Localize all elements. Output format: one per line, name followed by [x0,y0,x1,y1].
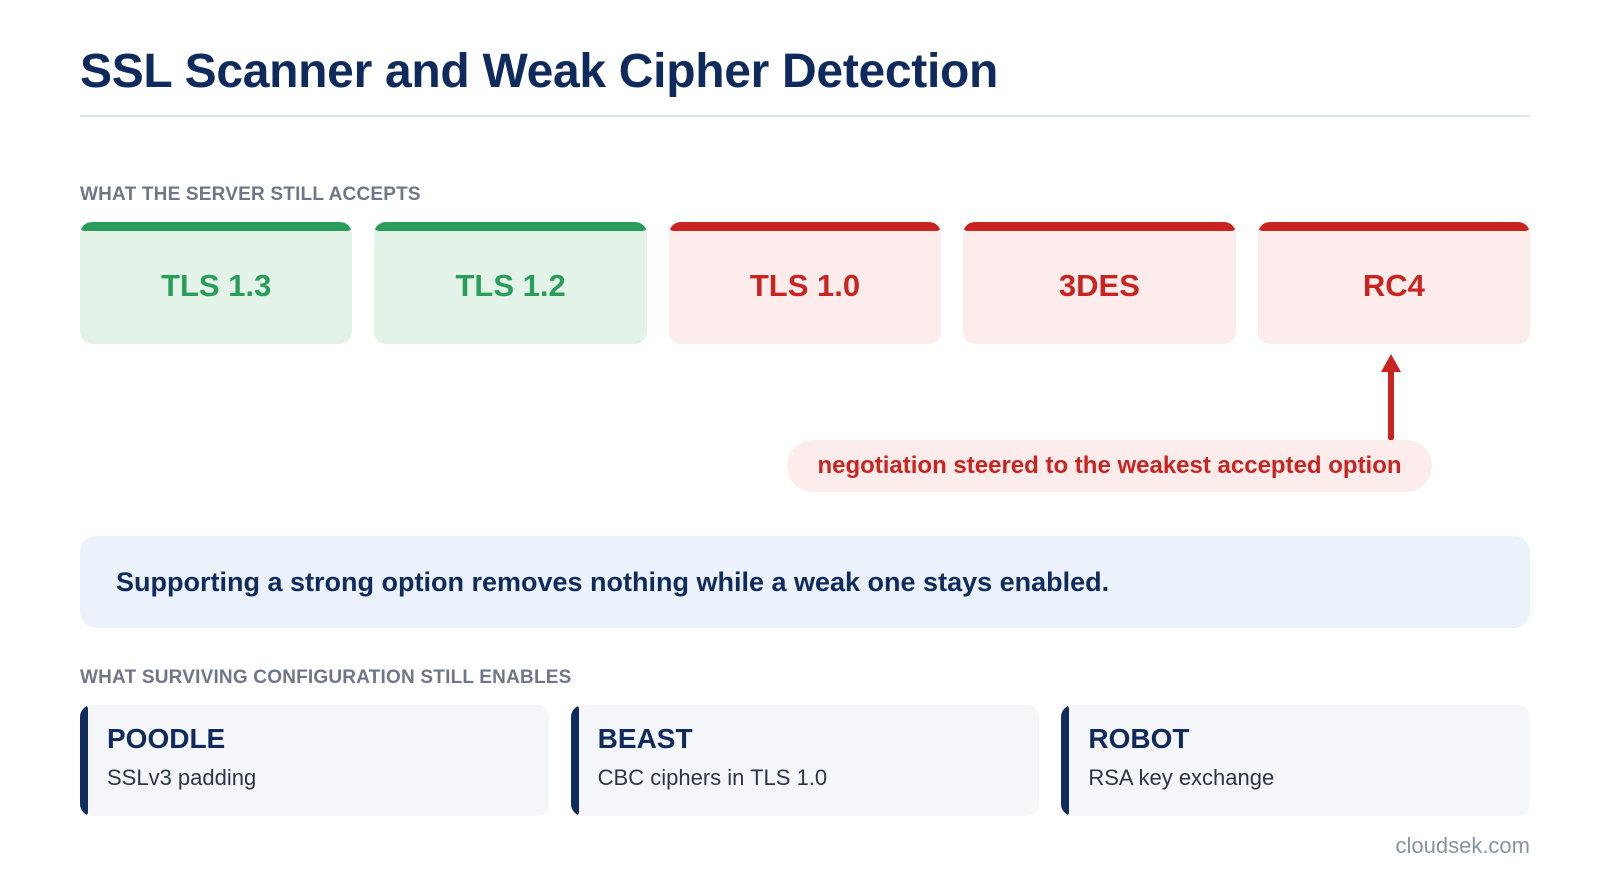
attack-card-poodle: POODLE SSLv3 padding [80,705,549,816]
arrow-shaft [1388,368,1394,440]
attack-card-beast: BEAST CBC ciphers in TLS 1.0 [570,705,1040,816]
key-insight-text: Supporting a strong option removes nothi… [116,566,1110,597]
option-label: 3DES [1058,268,1140,303]
option-card-tls-1-2: TLS 1.2 [374,222,647,344]
page-title: SSL Scanner and Weak Cipher Detection [80,45,999,98]
attack-description: SSLv3 padding [107,765,257,790]
title-divider [80,115,1530,117]
option-card-rc4: RC4 [1257,222,1531,344]
option-card-tls-1-0: TLS 1.0 [668,222,942,344]
accepts-section-label: WHAT THE SERVER STILL ACCEPTS [80,184,421,205]
enables-section-label: WHAT SURVIVING CONFIGURATION STILL ENABL… [80,667,572,688]
option-label: TLS 1.0 [749,268,861,303]
option-label: TLS 1.3 [161,268,272,303]
negotiation-callout: negotiation steered to the weakest accep… [787,440,1432,492]
option-card-3des: 3DES [963,222,1236,344]
option-card-tls-1-3: TLS 1.3 [80,222,353,344]
option-label: TLS 1.2 [455,268,566,303]
arrow-up-icon [1381,354,1401,372]
attacks-row: POODLE SSLv3 padding BEAST CBC ciphers i… [80,705,1531,816]
key-insight-banner: Supporting a strong option removes nothi… [80,536,1530,628]
attack-description: CBC ciphers in TLS 1.0 [597,765,828,790]
attack-name: POODLE [107,723,226,754]
attack-name: ROBOT [1088,723,1190,754]
accepted-options-row: TLS 1.3 TLS 1.2 TLS 1.0 3DES RC4 [80,222,1531,344]
attack-name: BEAST [597,723,693,754]
attack-description: RSA key exchange [1088,765,1275,790]
footer-source-link: cloudsek.com [1395,833,1530,858]
option-label: RC4 [1362,268,1425,303]
attack-card-robot: ROBOT RSA key exchange [1061,705,1531,816]
